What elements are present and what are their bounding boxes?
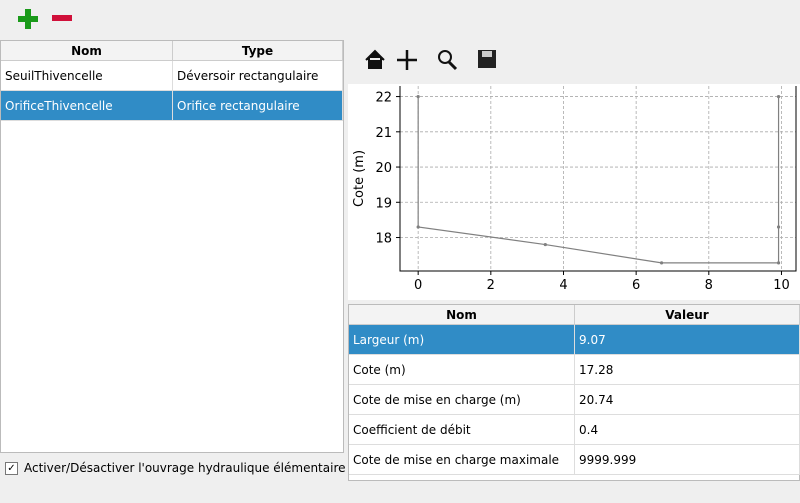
y-axis-label: Cote (m) (352, 150, 367, 207)
y-tick-label: 21 (375, 126, 392, 141)
table-cell[interactable]: Cote (m) (349, 355, 575, 385)
table-cell[interactable]: 20.74 (575, 385, 800, 415)
table-cell[interactable]: Cote de mise en charge maximale (349, 445, 575, 475)
save-button[interactable] (478, 50, 496, 68)
x-tick-label: 2 (487, 278, 495, 293)
table-cell[interactable]: 17.28 (575, 355, 800, 385)
table-cell[interactable]: Cote de mise en charge (m) (349, 385, 575, 415)
zoom-button[interactable] (438, 50, 458, 71)
x-tick-label: 4 (559, 278, 567, 293)
home-button[interactable] (365, 49, 385, 69)
y-tick-label: 22 (375, 91, 392, 106)
axes-frame (399, 86, 797, 272)
add-button[interactable] (18, 9, 38, 29)
table-cell[interactable]: 9999.999 (575, 445, 800, 475)
x-tick-label: 0 (414, 278, 422, 293)
x-tick-label: 6 (632, 278, 640, 293)
column-header: Valeur (575, 305, 800, 325)
y-tick-label: 19 (375, 196, 392, 211)
checkbox-label: Activer/Désactiver l'ouvrage hydraulique… (24, 461, 346, 475)
point (416, 94, 420, 99)
table-cell[interactable]: OrificeThivencelle (1, 91, 173, 121)
checkbox-row[interactable]: ✓ Activer/Désactiver l'ouvrage hydrauliq… (5, 461, 346, 475)
parameters-table: Nom Valeur Largeur (m) 9.07 Cote (m) 17.28 Cot… (348, 304, 800, 481)
column-header: Nom (349, 305, 575, 325)
y-tick-label: 20 (375, 161, 392, 176)
pan-button[interactable] (397, 50, 417, 70)
x-tick-label: 10 (773, 278, 790, 293)
table-cell[interactable]: 9.07 (575, 325, 800, 355)
point (776, 261, 781, 265)
plot-toolbar (365, 49, 496, 71)
main-toolbar (0, 0, 800, 38)
point (543, 242, 547, 247)
column-header: Type (173, 41, 343, 61)
y-tick-label: 18 (375, 232, 392, 247)
checkbox[interactable]: ✓ (5, 461, 18, 475)
column-header: Nom (1, 41, 173, 61)
table-cell[interactable]: Largeur (m) (349, 325, 575, 355)
point (659, 261, 664, 265)
table-cell[interactable]: 0.4 (575, 415, 800, 445)
remove-button[interactable] (52, 15, 72, 21)
table-cell[interactable]: Orifice rectangulaire (173, 91, 343, 121)
structures-table: Nom Type SeuilThivencelle Déversoir rectang… (0, 40, 344, 453)
point (416, 225, 420, 229)
point (776, 225, 781, 229)
point (776, 94, 781, 99)
x-tick-label: 8 (705, 278, 713, 293)
plot: 0 2 4 6 8 10 18 19 20 21 22 Cote (m) (348, 84, 800, 300)
table-cell[interactable]: SeuilThivencelle (1, 61, 173, 91)
table-cell[interactable]: Coefficient de débit (349, 415, 575, 445)
table-cell[interactable]: Déversoir rectangulaire (173, 61, 343, 91)
